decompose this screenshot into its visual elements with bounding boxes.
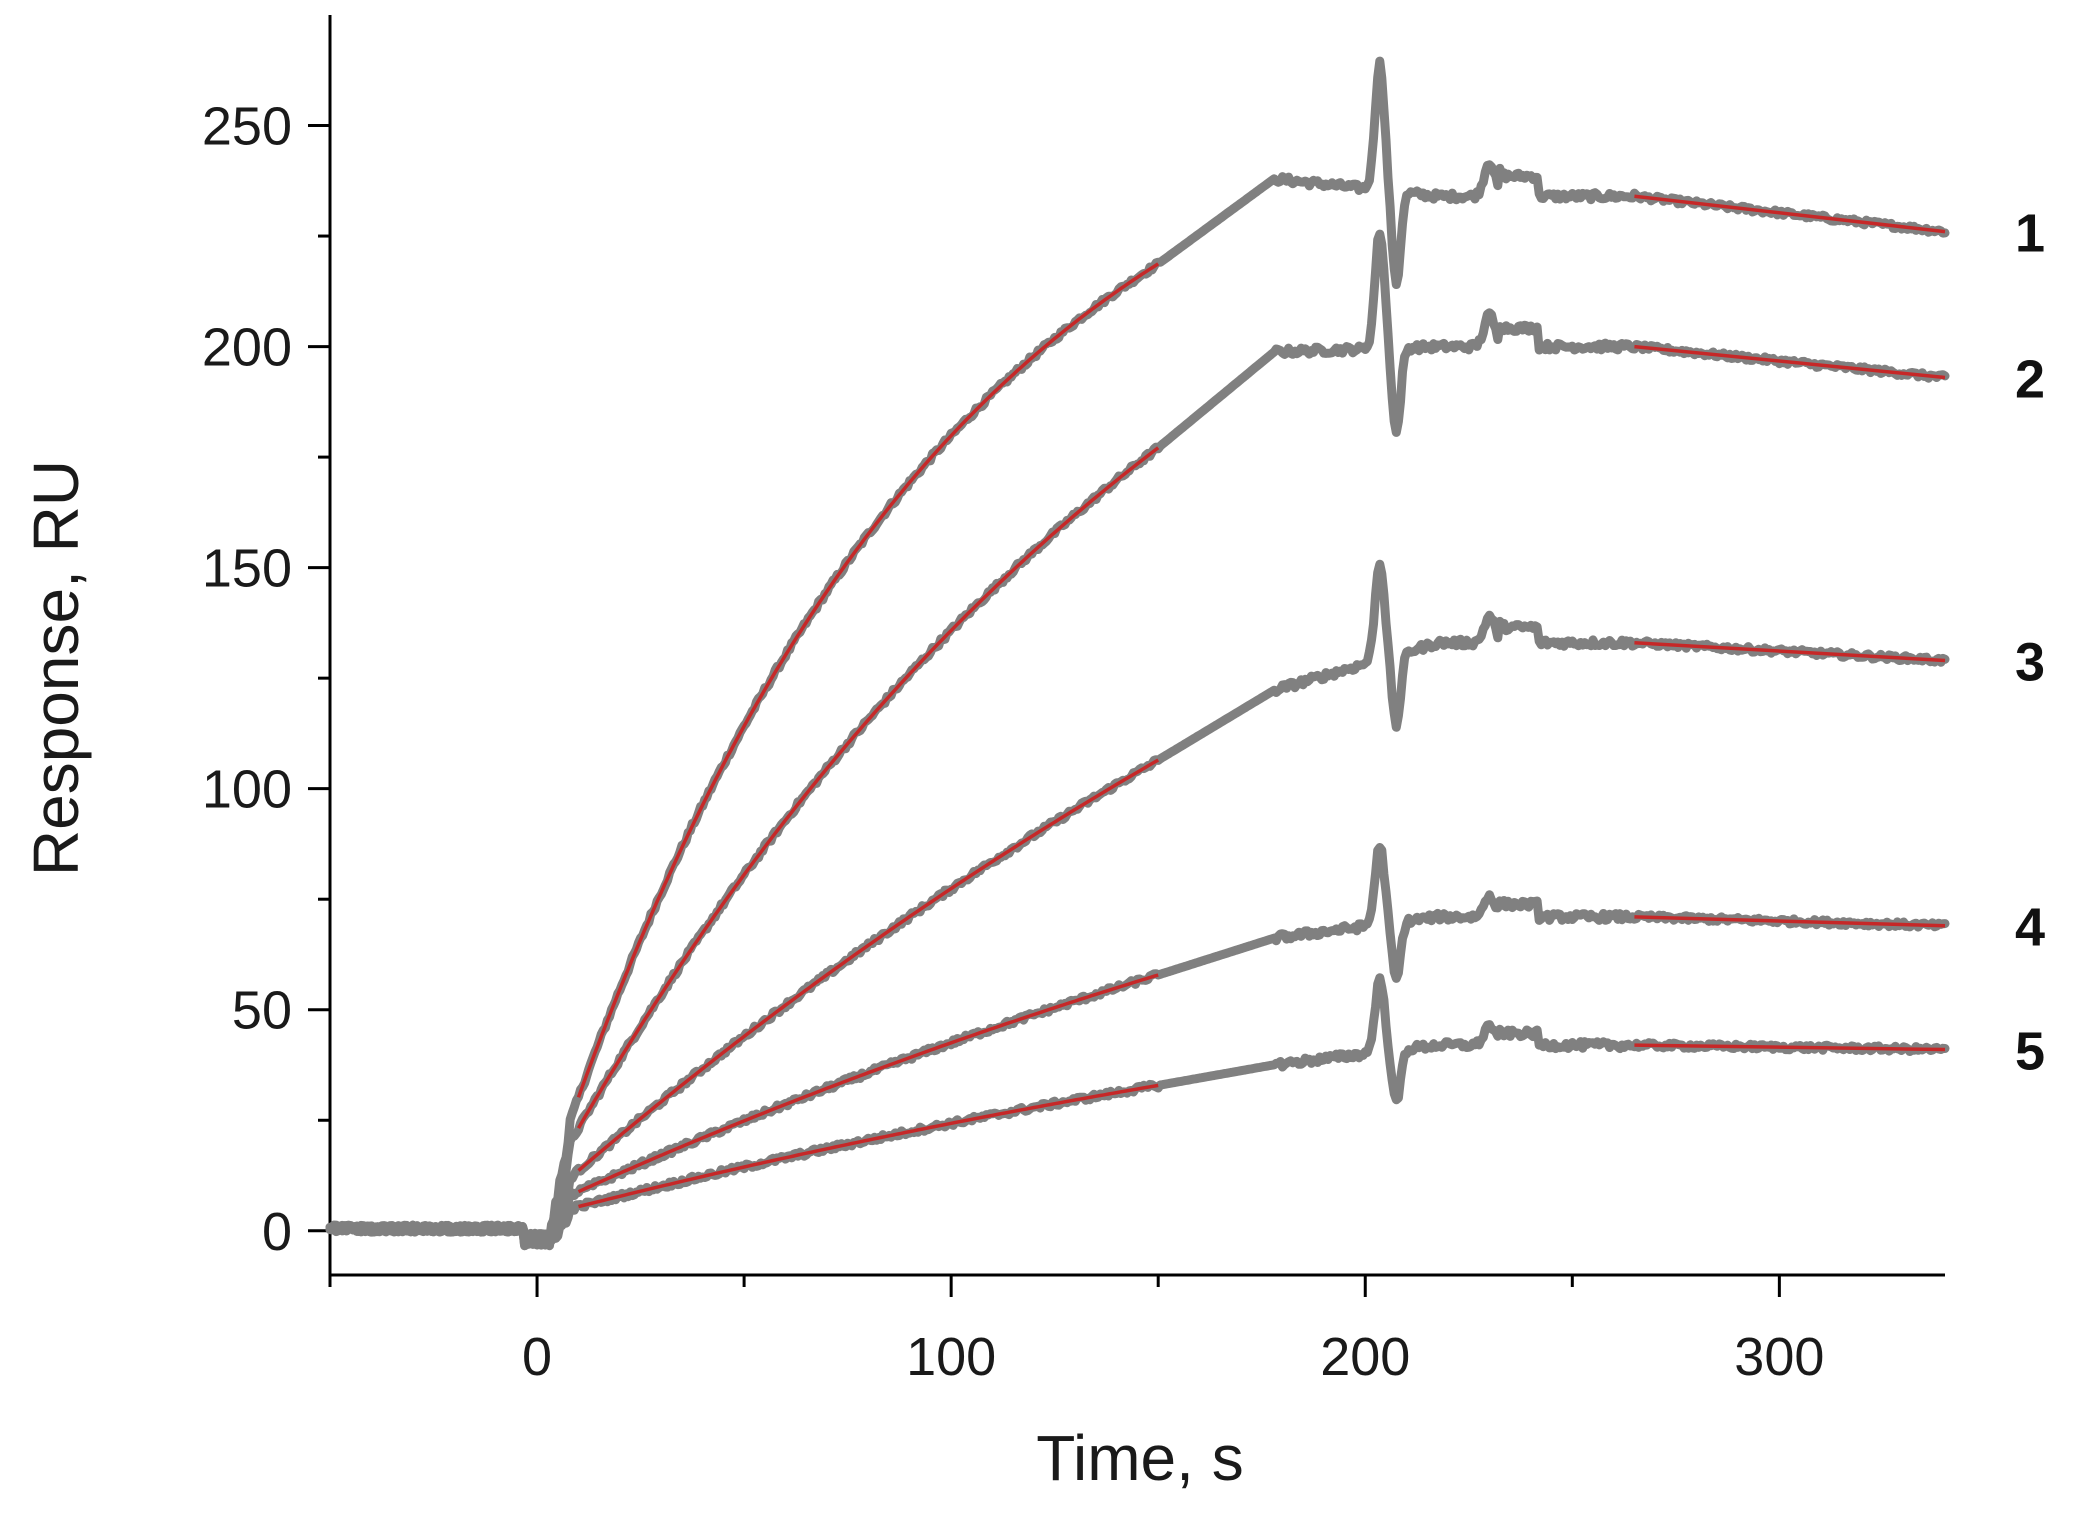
x-tick-label: 200 [1320,1327,1410,1387]
y-tick-label: 50 [232,981,292,1041]
association-fit-line [578,1083,1159,1209]
association-fit-line [577,973,1159,1194]
dissociation-fit-line [1634,194,1946,234]
y-tick-label: 150 [202,539,292,599]
y-tick-label: 200 [202,318,292,378]
y-tick-label: 250 [202,97,292,157]
association-fit-line [576,446,1160,1129]
dissociation-fit-line [1634,915,1946,928]
curve-labels: 1 2 3 4 5 [2015,204,2045,1082]
y-tick-label: 100 [202,760,292,820]
y-axis-title: Response, RU [20,460,92,876]
x-tick-label: 0 [522,1327,552,1387]
x-axis-title: Time, s [1036,1422,1243,1494]
x-tick-label: 300 [1734,1327,1824,1387]
axes: 0 100 200 300 0 50 100 150 200 250 [202,15,1945,1387]
data-trace [325,973,1950,1249]
dissociation-fit-line [1634,1043,1946,1052]
x-tick-label: 100 [906,1327,996,1387]
curve-label: 5 [2015,1022,2045,1082]
curve-label: 2 [2015,350,2045,410]
curves [325,56,1950,1251]
dissociation-fit-line [1634,641,1946,663]
data-trace [325,56,1950,1250]
curve-label: 3 [2015,632,2045,692]
association-fit-line [576,262,1160,1098]
y-tick-label: 0 [262,1202,292,1262]
association-fit-line [577,758,1160,1172]
dissociation-fit-line [1634,344,1946,380]
curve-label: 1 [2015,204,2045,264]
curve-label: 4 [2015,898,2045,958]
